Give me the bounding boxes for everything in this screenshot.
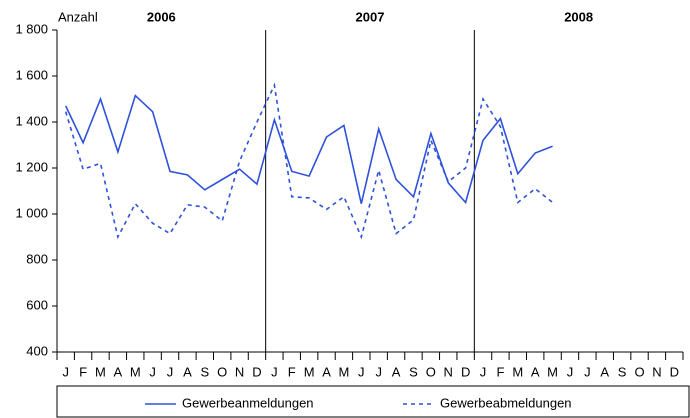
x-tick-label: S xyxy=(409,364,418,379)
y-tick-label: 1 600 xyxy=(15,67,48,82)
x-tick-label: D xyxy=(670,364,679,379)
x-tick-label: J xyxy=(567,364,574,379)
year-label: 2006 xyxy=(147,9,176,24)
legend-label: Gewerbeanmeldungen xyxy=(182,395,314,410)
x-tick-label: M xyxy=(304,364,315,379)
legend-box xyxy=(56,385,690,418)
x-tick-label: F xyxy=(496,364,504,379)
y-tick-label: 600 xyxy=(26,297,48,312)
x-tick-label: A xyxy=(183,364,192,379)
x-tick-label: J xyxy=(62,364,69,379)
y-tick-label: 1 000 xyxy=(15,205,48,220)
x-tick-label: N xyxy=(652,364,661,379)
x-tick-label: M xyxy=(512,364,523,379)
x-tick-label: A xyxy=(322,364,331,379)
x-tick-label: A xyxy=(600,364,609,379)
x-tick-label: J xyxy=(480,364,487,379)
y-tick-label: 400 xyxy=(26,343,48,358)
x-tick-label: S xyxy=(200,364,209,379)
x-tick-label: M xyxy=(130,364,141,379)
y-tick-label: 1 800 xyxy=(15,21,48,36)
series-line xyxy=(64,94,553,205)
x-tick-label: S xyxy=(618,364,627,379)
x-tick-label: J xyxy=(167,364,174,379)
x-tick-label: M xyxy=(338,364,349,379)
x-tick-label: O xyxy=(217,364,227,379)
y-tick-label: 800 xyxy=(26,251,48,266)
year-label: 2007 xyxy=(356,9,385,24)
x-tick-label: D xyxy=(461,364,470,379)
x-tick-label: O xyxy=(634,364,644,379)
x-tick-label: A xyxy=(392,364,401,379)
x-tick-label: F xyxy=(288,364,296,379)
year-label: 2008 xyxy=(564,9,593,24)
y-axis-label: Anzahl xyxy=(58,9,98,24)
x-tick-label: D xyxy=(252,364,261,379)
y-tick-label: 1 400 xyxy=(15,113,48,128)
x-tick-label: N xyxy=(235,364,244,379)
legend-label: Gewerbeabmeldungen xyxy=(440,395,572,410)
x-tick-label: N xyxy=(444,364,453,379)
x-tick-label: J xyxy=(375,364,382,379)
y-tick-label: 1 200 xyxy=(15,159,48,174)
x-tick-label: A xyxy=(114,364,123,379)
x-tick-label: M xyxy=(547,364,558,379)
x-tick-label: O xyxy=(426,364,436,379)
x-tick-label: A xyxy=(531,364,540,379)
series-line xyxy=(64,82,554,240)
x-tick-label: J xyxy=(149,364,156,379)
x-tick-label: J xyxy=(271,364,278,379)
x-tick-label: F xyxy=(79,364,87,379)
x-tick-label: J xyxy=(358,364,365,379)
x-tick-label: M xyxy=(95,364,106,379)
x-tick-label: J xyxy=(584,364,591,379)
